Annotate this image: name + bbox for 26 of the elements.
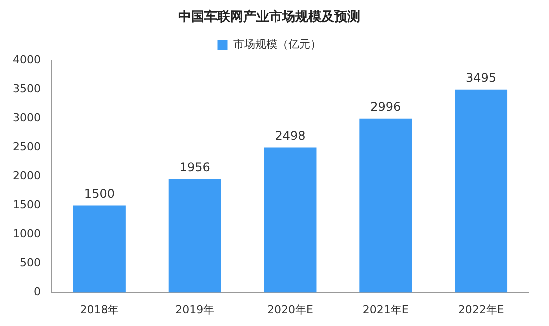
y-tick-label: 1500 [12, 198, 41, 212]
x-tick-label: 2019年 [176, 303, 215, 316]
y-tick-label: 2500 [12, 140, 41, 154]
bar [168, 179, 222, 293]
x-tick-label: 2022年E [458, 303, 504, 316]
chart-title: 中国车联网产业市场规模及预测 [178, 9, 360, 26]
y-tick-label: 3500 [12, 82, 41, 96]
y-tick-label: 0 [34, 286, 41, 299]
bar [73, 206, 126, 293]
x-tick-label: 2021年E [362, 303, 409, 316]
x-tick-label: 2018年 [80, 303, 120, 316]
data-label: 2996 [370, 100, 402, 114]
y-tick-label: 4000 [12, 53, 41, 66]
data-label: 1956 [180, 160, 210, 174]
data-label: 3495 [466, 71, 497, 86]
bar [264, 148, 317, 293]
data-label: 2498 [275, 128, 306, 143]
y-tick-label: 3000 [12, 112, 41, 125]
y-tick-label: 1000 [12, 228, 41, 241]
bar [455, 90, 508, 293]
bar [360, 118, 412, 293]
y-tick-label: 2000 [12, 170, 41, 183]
legend-label: 市场规模（亿元） [233, 38, 322, 51]
x-tick-label: 2020年E [268, 303, 314, 316]
data-label: 1500 [84, 186, 115, 201]
y-tick-label: 500 [20, 256, 41, 270]
